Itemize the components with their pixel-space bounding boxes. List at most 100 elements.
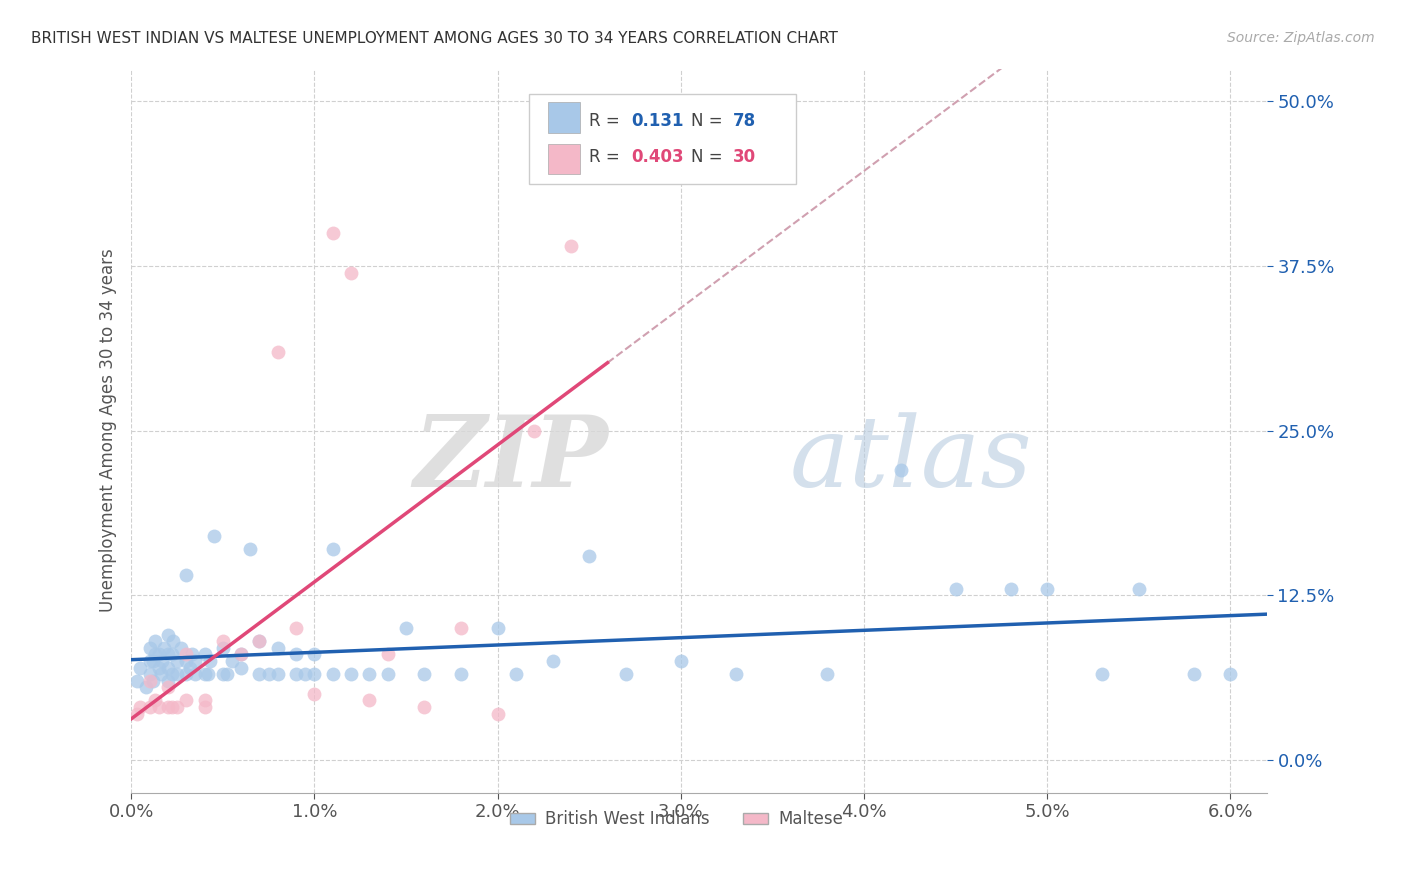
Point xyxy=(413,667,436,681)
Point xyxy=(377,648,399,662)
Point xyxy=(125,673,148,688)
Text: 0.131: 0.131 xyxy=(631,112,683,130)
Point xyxy=(1219,667,1241,681)
Point xyxy=(231,660,253,674)
Point xyxy=(202,529,225,543)
Point xyxy=(174,693,197,707)
Point xyxy=(359,667,381,681)
FancyBboxPatch shape xyxy=(529,94,796,185)
Text: BRITISH WEST INDIAN VS MALTESE UNEMPLOYMENT AMONG AGES 30 TO 34 YEARS CORRELATIO: BRITISH WEST INDIAN VS MALTESE UNEMPLOYM… xyxy=(31,31,838,46)
Point xyxy=(150,654,173,668)
Point xyxy=(129,700,152,714)
Point xyxy=(669,654,692,668)
Point xyxy=(304,687,326,701)
Point xyxy=(541,654,564,668)
Point xyxy=(267,640,290,655)
Point xyxy=(160,667,183,681)
Point xyxy=(148,648,170,662)
Y-axis label: Unemployment Among Ages 30 to 34 years: Unemployment Among Ages 30 to 34 years xyxy=(100,249,117,613)
Point xyxy=(148,700,170,714)
Point xyxy=(1036,582,1059,596)
Text: 78: 78 xyxy=(733,112,756,130)
Point xyxy=(148,660,170,674)
Point xyxy=(395,621,418,635)
Point xyxy=(560,239,582,253)
Point xyxy=(231,648,253,662)
Point xyxy=(135,681,157,695)
Point xyxy=(143,693,166,707)
Point xyxy=(198,654,221,668)
Point xyxy=(359,693,381,707)
Point xyxy=(239,542,262,557)
Text: R =: R = xyxy=(589,112,624,130)
Point xyxy=(304,667,326,681)
Point xyxy=(211,634,233,648)
Point xyxy=(138,667,160,681)
Point xyxy=(377,667,399,681)
Point xyxy=(174,654,197,668)
Point xyxy=(153,640,176,655)
Point xyxy=(257,667,280,681)
Text: N =: N = xyxy=(692,112,728,130)
Point xyxy=(138,673,160,688)
Point xyxy=(1128,582,1150,596)
Point xyxy=(138,700,160,714)
Point xyxy=(450,667,472,681)
Point xyxy=(174,568,197,582)
Point xyxy=(215,667,238,681)
Point xyxy=(156,660,179,674)
Text: N =: N = xyxy=(692,148,728,167)
Point xyxy=(174,648,197,662)
Point xyxy=(596,161,619,175)
Point xyxy=(340,266,363,280)
FancyBboxPatch shape xyxy=(548,144,579,174)
Point xyxy=(578,549,600,563)
Point xyxy=(450,621,472,635)
Point xyxy=(249,634,271,648)
Point xyxy=(211,640,233,655)
Point xyxy=(166,654,188,668)
Point xyxy=(149,667,172,681)
Point xyxy=(184,667,207,681)
Point xyxy=(129,660,152,674)
Point xyxy=(125,706,148,721)
Point xyxy=(197,667,219,681)
Point xyxy=(486,706,509,721)
Text: R =: R = xyxy=(589,148,624,167)
Point xyxy=(945,582,967,596)
Point xyxy=(249,667,271,681)
Point xyxy=(166,700,188,714)
Text: ZIP: ZIP xyxy=(413,411,609,508)
Point xyxy=(156,628,179,642)
Point xyxy=(890,463,912,477)
Point xyxy=(193,700,215,714)
Point xyxy=(413,700,436,714)
Point xyxy=(174,667,197,681)
Point xyxy=(221,654,243,668)
Point xyxy=(193,693,215,707)
Point xyxy=(160,700,183,714)
Point xyxy=(179,660,201,674)
Point xyxy=(486,621,509,635)
Point xyxy=(138,640,160,655)
Point xyxy=(156,681,179,695)
Point xyxy=(156,700,179,714)
Point xyxy=(505,667,527,681)
Point xyxy=(267,344,290,359)
Point xyxy=(193,667,215,681)
Text: 0.403: 0.403 xyxy=(631,148,683,167)
Point xyxy=(285,621,308,635)
Legend: British West Indians, Maltese: British West Indians, Maltese xyxy=(503,804,849,835)
Point xyxy=(142,673,165,688)
Point xyxy=(193,648,215,662)
Point xyxy=(231,648,253,662)
Point xyxy=(1000,582,1022,596)
Point xyxy=(184,654,207,668)
Point xyxy=(138,654,160,668)
FancyBboxPatch shape xyxy=(548,103,579,133)
Point xyxy=(156,648,179,662)
Point xyxy=(304,648,326,662)
Point xyxy=(724,667,747,681)
Point xyxy=(285,667,308,681)
Point xyxy=(166,667,188,681)
